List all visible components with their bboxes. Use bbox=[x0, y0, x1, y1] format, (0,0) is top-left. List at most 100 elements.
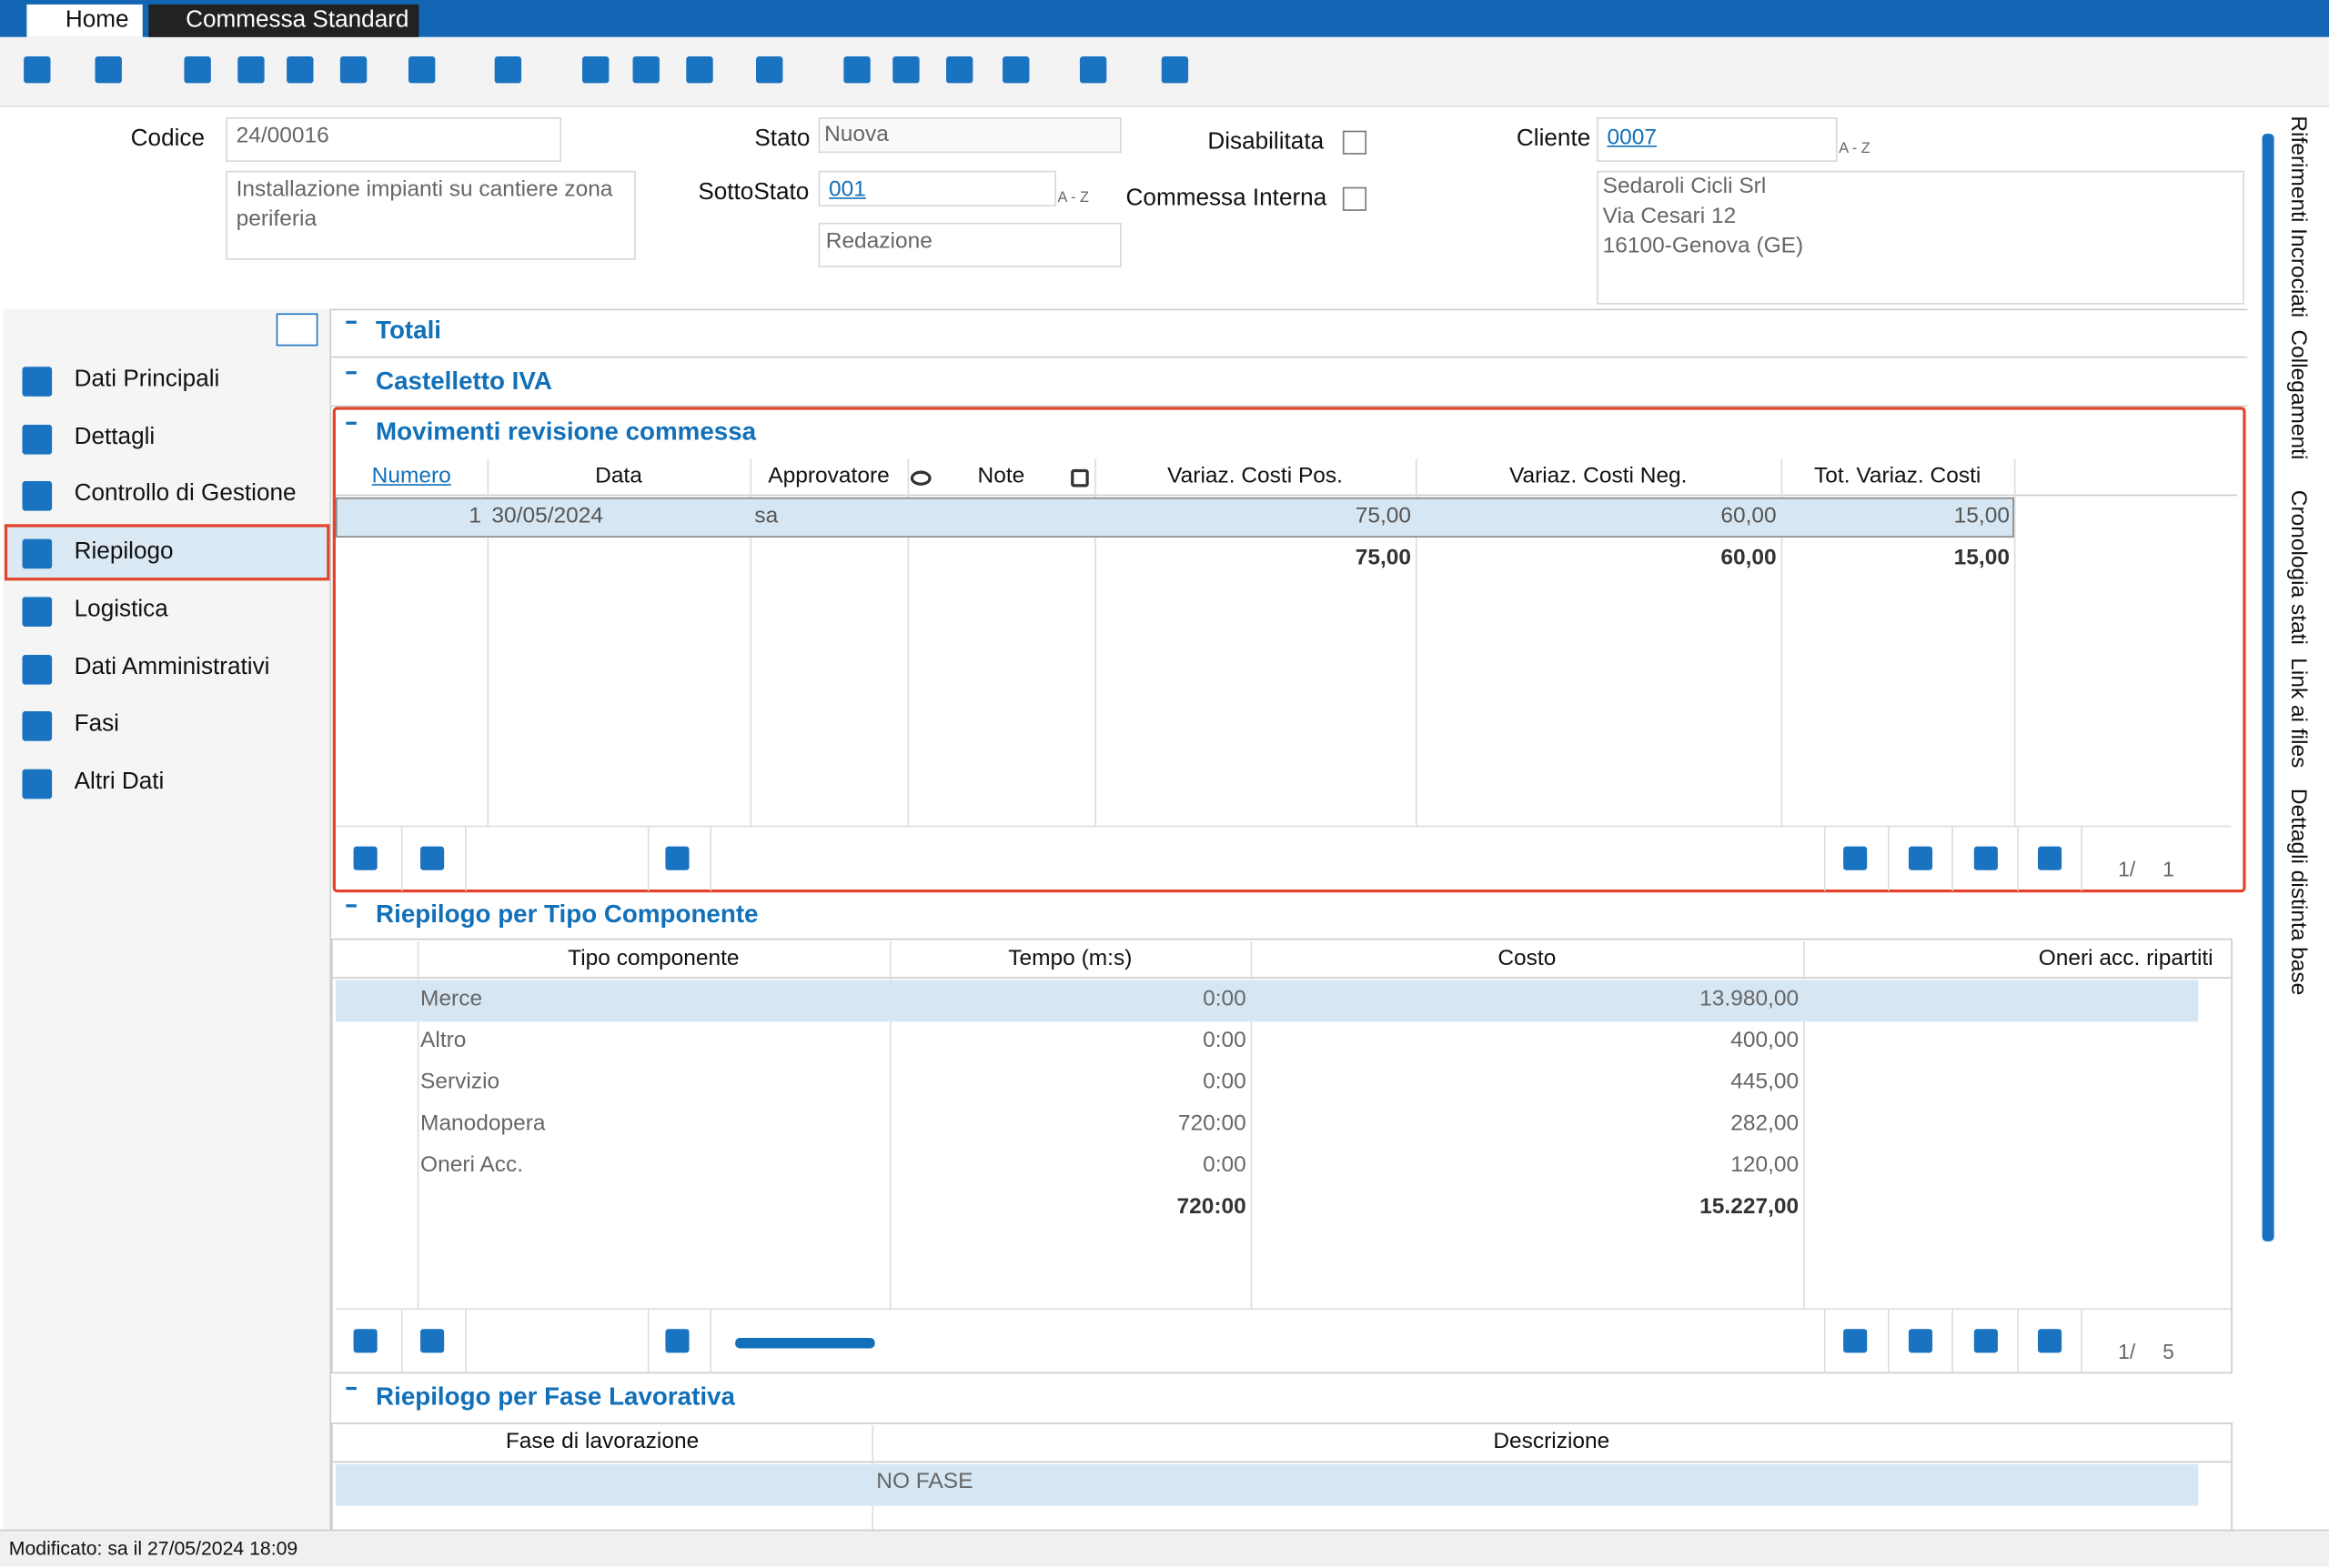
right-scrollbar bbox=[2262, 133, 2274, 1241]
toolbar-button[interactable] bbox=[843, 56, 871, 84]
pager-button[interactable] bbox=[2037, 846, 2062, 870]
toolbar-button[interactable] bbox=[184, 56, 211, 84]
col-divider bbox=[750, 458, 752, 826]
cell: 0:00 bbox=[1203, 1027, 1246, 1053]
nav-item[interactable]: Logistica bbox=[74, 596, 168, 622]
toolbar-button[interactable] bbox=[237, 56, 265, 84]
textarea-descrizione[interactable]: Installazione impianti su cantiere zona … bbox=[226, 170, 636, 260]
checkbox[interactable] bbox=[1342, 186, 1367, 211]
tab-home[interactable]: Home bbox=[26, 4, 143, 37]
column-header: Approvatore bbox=[768, 463, 890, 489]
divider bbox=[329, 356, 2248, 358]
section-header[interactable]: Riepilogo per Tipo Componente bbox=[376, 900, 759, 929]
pager-button[interactable] bbox=[1843, 846, 1868, 870]
address-line: Via Cesari 12 bbox=[1602, 203, 1737, 229]
input-codice[interactable]: 24/00016 bbox=[226, 116, 562, 162]
pager-button[interactable] bbox=[353, 1329, 378, 1353]
pager-divider bbox=[2081, 1308, 2082, 1374]
pager-page: 1/ bbox=[2118, 857, 2136, 881]
toolbar-button[interactable] bbox=[24, 56, 51, 84]
pager-button[interactable] bbox=[665, 1329, 690, 1353]
toolbar-button[interactable] bbox=[632, 56, 660, 84]
toolbar-button[interactable] bbox=[581, 56, 610, 84]
pager-button[interactable] bbox=[665, 846, 690, 870]
cell: sa bbox=[754, 503, 779, 529]
cell: 13.980,00 bbox=[1699, 986, 1800, 1011]
section-chevron[interactable] bbox=[346, 417, 357, 425]
col-divider bbox=[1094, 458, 1096, 826]
select-stato[interactable]: Nuova bbox=[818, 116, 1122, 154]
pager-divider bbox=[1951, 825, 1953, 891]
side-tab[interactable]: Cronologia stati bbox=[2285, 489, 2312, 645]
pager-button[interactable] bbox=[1908, 1329, 1933, 1353]
nav-icon bbox=[22, 538, 53, 569]
pager-button[interactable] bbox=[420, 846, 445, 870]
column-header: Costo bbox=[1497, 945, 1557, 971]
nav-selected bbox=[4, 524, 330, 581]
label: Codice bbox=[130, 126, 205, 152]
pager-button[interactable] bbox=[2037, 1329, 2062, 1353]
input-cliente[interactable]: 0007 bbox=[1597, 116, 1838, 162]
pager-button[interactable] bbox=[353, 846, 378, 870]
toolbar-button[interactable] bbox=[95, 56, 122, 84]
input-sottostato[interactable]: 001 bbox=[818, 170, 1056, 206]
col-divider bbox=[889, 941, 892, 1309]
side-tab[interactable]: Link ai files bbox=[2285, 658, 2312, 769]
label: Cliente bbox=[1516, 126, 1591, 152]
nav-item[interactable]: Dati Amministrativi bbox=[74, 654, 270, 679]
nav-item[interactable]: Dati Principali bbox=[74, 367, 220, 393]
toolbar-button[interactable] bbox=[1003, 56, 1030, 84]
label: Disabilitata bbox=[1207, 129, 1325, 155]
side-tab[interactable]: Dettagli distinta base bbox=[2285, 788, 2312, 996]
pager-button[interactable] bbox=[1843, 1329, 1868, 1353]
pager-button[interactable] bbox=[420, 1329, 445, 1353]
total: 75,00 bbox=[1355, 545, 1412, 570]
toolbar-button[interactable] bbox=[686, 56, 713, 84]
status-text: Modificato: sa il 27/05/2024 18:09 bbox=[8, 1536, 298, 1560]
side-tab[interactable]: Riferimenti Incrociati bbox=[2285, 116, 2312, 318]
nav-icon bbox=[22, 367, 53, 397]
section-header[interactable]: Riepilogo per Fase Lavorativa bbox=[376, 1382, 735, 1412]
tab-commessa[interactable]: Commessa Standard bbox=[148, 4, 419, 37]
section-chevron[interactable] bbox=[346, 900, 357, 908]
column-header[interactable]: Numero bbox=[371, 463, 451, 489]
toolbar-button[interactable] bbox=[945, 56, 973, 84]
col-divider bbox=[1250, 941, 1253, 1309]
table-row bbox=[335, 980, 2199, 1022]
toolbar-button[interactable] bbox=[892, 56, 920, 84]
side-tab[interactable]: Collegamenti bbox=[2285, 329, 2312, 460]
nav-item[interactable]: Dettagli bbox=[74, 424, 156, 450]
toolbar-button[interactable] bbox=[1161, 56, 1189, 84]
toolbar-button[interactable] bbox=[408, 56, 436, 84]
toolbar-button[interactable] bbox=[756, 56, 783, 84]
section-chevron[interactable] bbox=[346, 367, 357, 375]
pager-button[interactable] bbox=[1908, 846, 1933, 870]
cell: 282,00 bbox=[1730, 1111, 1800, 1136]
nav-item[interactable]: Controllo di Gestione bbox=[74, 481, 297, 508]
nav-item[interactable]: Riepilogo bbox=[74, 538, 174, 565]
pager-button[interactable] bbox=[1973, 846, 1998, 870]
toolbar-button[interactable] bbox=[339, 56, 368, 84]
column-header: Tot. Variaz. Costi bbox=[1814, 463, 1981, 489]
nav-item[interactable]: Altri Dati bbox=[74, 769, 165, 795]
section-header[interactable]: Movimenti revisione commessa bbox=[376, 417, 757, 446]
section-header[interactable]: Totali bbox=[376, 316, 442, 345]
nav-item[interactable]: Fasi bbox=[74, 711, 119, 738]
icon-eye bbox=[910, 470, 932, 486]
pager-pages: 1 bbox=[2163, 857, 2174, 881]
toolbar-button[interactable] bbox=[1079, 56, 1107, 84]
section-chevron[interactable] bbox=[346, 317, 357, 324]
collapse-button[interactable] bbox=[276, 313, 318, 347]
pager-bar bbox=[335, 1308, 2232, 1373]
pager-divider bbox=[400, 825, 403, 891]
hscroll-thumb[interactable] bbox=[735, 1338, 875, 1349]
pager-divider bbox=[710, 1308, 712, 1374]
pager-button[interactable] bbox=[1973, 1329, 1998, 1353]
checkbox[interactable] bbox=[1342, 130, 1367, 155]
cell: 75,00 bbox=[1355, 503, 1412, 529]
toolbar-button[interactable] bbox=[494, 56, 522, 84]
toolbar-button[interactable] bbox=[287, 56, 314, 84]
section-header[interactable]: Castelletto IVA bbox=[376, 367, 552, 396]
pager-divider bbox=[465, 1308, 467, 1374]
section-chevron[interactable] bbox=[346, 1382, 357, 1391]
